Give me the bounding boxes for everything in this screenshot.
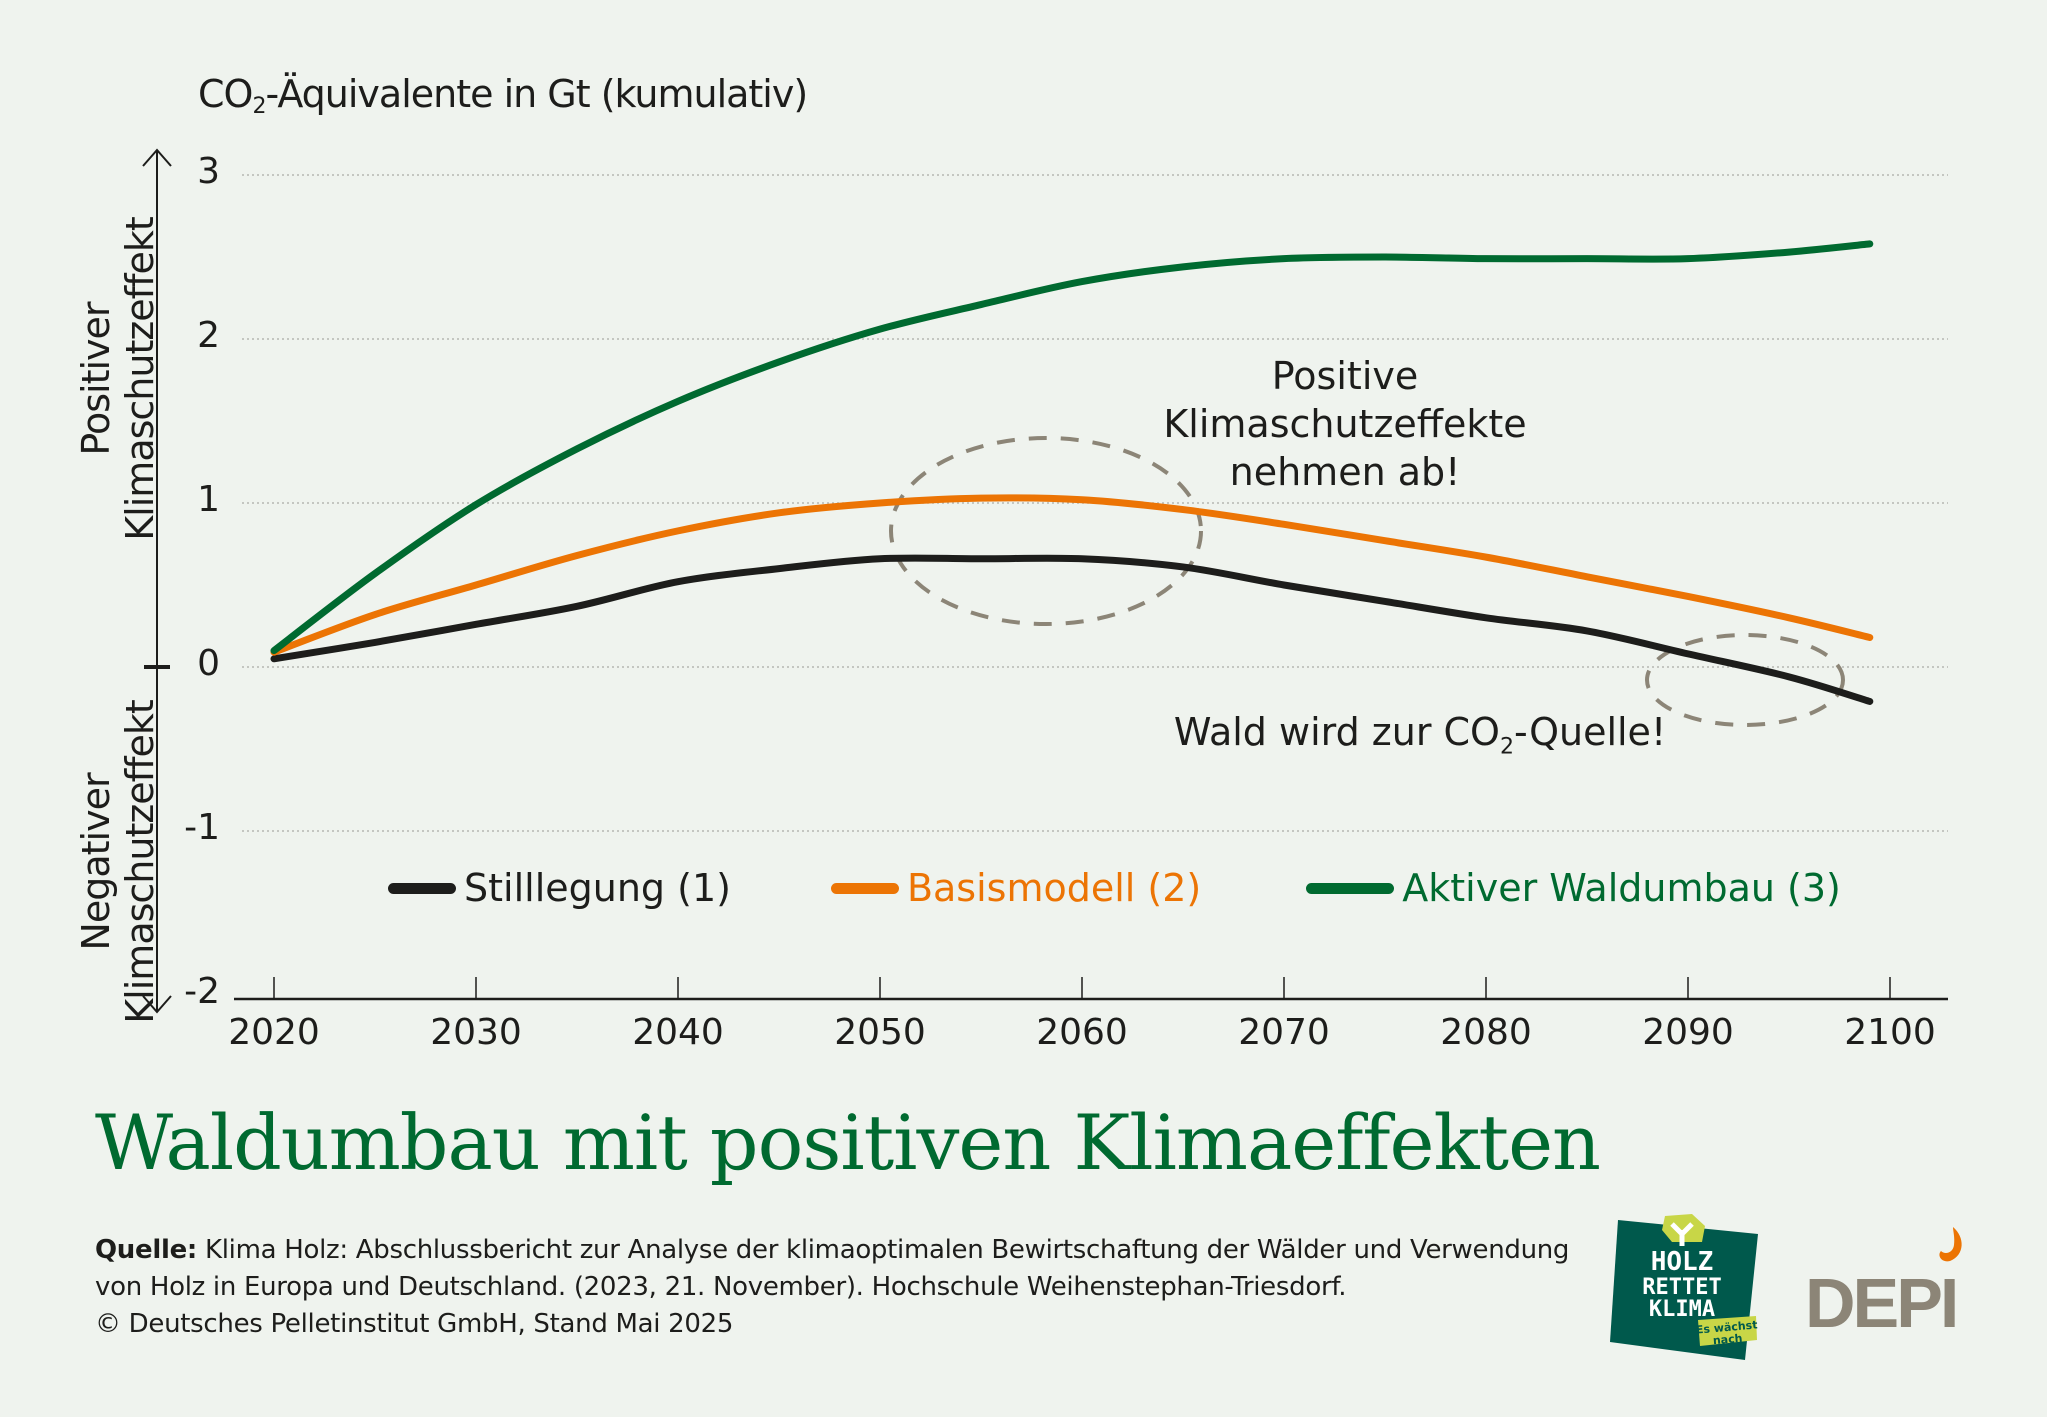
y-tick-label: 2 [197, 315, 220, 356]
svg-text:HOLZ: HOLZ [1651, 1247, 1714, 1277]
x-tick-label: 2030 [430, 1012, 522, 1053]
x-tick-label: 2070 [1238, 1012, 1330, 1053]
legend-item-basismodell: Basismodell (2) [830, 866, 1202, 910]
source-text: Klima Holz: Abschlussbericht zur Analyse… [95, 1235, 1570, 1302]
depi-logo: DEPI [1805, 1227, 1962, 1335]
highlight-ellipse-source [1645, 633, 1845, 727]
series-line [270, 240, 1874, 655]
arrow-down-icon [142, 995, 172, 1014]
series-line [270, 554, 1874, 705]
y-tick-label: -1 [184, 807, 220, 848]
highlight-ellipse-decline [889, 436, 1203, 626]
y-axis-unit-label: CO2-Äquivalente in Gt (kumulativ) [198, 72, 808, 119]
series-line [270, 494, 1874, 656]
annotation-decline: Positive Klimaschutzeffekte nehmen ab! [1163, 354, 1527, 494]
copyright-text: © Deutsches Pelletinstitut GmbH, Stand M… [95, 1309, 734, 1339]
flame-icon [1939, 1227, 1962, 1262]
x-axis-ticks [273, 977, 1891, 999]
source-note: Quelle: Klima Holz: Abschlussbericht zur… [95, 1232, 1575, 1343]
svg-text:RETTET: RETTET [1642, 1275, 1721, 1300]
x-tick-label: 2100 [1844, 1012, 1936, 1053]
y-tick-label: 0 [197, 643, 220, 684]
y-tick-label: 3 [197, 151, 220, 192]
legend-label: Aktiver Waldumbau (3) [1402, 866, 1841, 910]
svg-text:KLIMA: KLIMA [1649, 1297, 1715, 1322]
chart-title: Waldumbau mit positiven Klimaeffekten [95, 1098, 1601, 1187]
y-tick-label: -2 [184, 971, 220, 1012]
x-tick-label: 2090 [1642, 1012, 1734, 1053]
svg-text:nach: nach [1712, 1332, 1743, 1348]
arrow-up-icon [142, 148, 172, 167]
svg-text:Es wächst: Es wächst [1695, 1318, 1758, 1336]
legend: Stilllegung (1) Basismodell (2) Aktiver … [388, 858, 1841, 918]
holz-rettet-klima-logo: HOLZ RETTET KLIMA Es wächst nach [1610, 1214, 1758, 1360]
y-tick-label: 1 [197, 479, 220, 520]
x-tick-label: 2080 [1440, 1012, 1532, 1053]
source-label: Quelle: [95, 1235, 198, 1265]
tree-icon [1662, 1214, 1705, 1242]
legend-swatch-black [388, 882, 456, 894]
x-tick-label: 2060 [1036, 1012, 1128, 1053]
x-tick-label: 2050 [834, 1012, 926, 1053]
legend-label: Basismodell (2) [906, 866, 1202, 910]
data-series [270, 240, 1874, 705]
x-tick-label: 2040 [632, 1012, 724, 1053]
legend-label: Stilllegung (1) [464, 866, 731, 910]
x-tick-label: 2020 [228, 1012, 320, 1053]
svg-text:DEPI: DEPI [1805, 1264, 1956, 1335]
legend-swatch-green [1306, 882, 1395, 894]
legend-swatch-orange [830, 882, 899, 894]
legend-item-aktiver-waldumbau: Aktiver Waldumbau (3) [1306, 866, 1841, 910]
annotation-co2-source: Wald wird zur CO2-Quelle! [1173, 710, 1667, 760]
legend-item-stilllegung: Stilllegung (1) [388, 866, 731, 910]
gridlines [242, 174, 1948, 832]
